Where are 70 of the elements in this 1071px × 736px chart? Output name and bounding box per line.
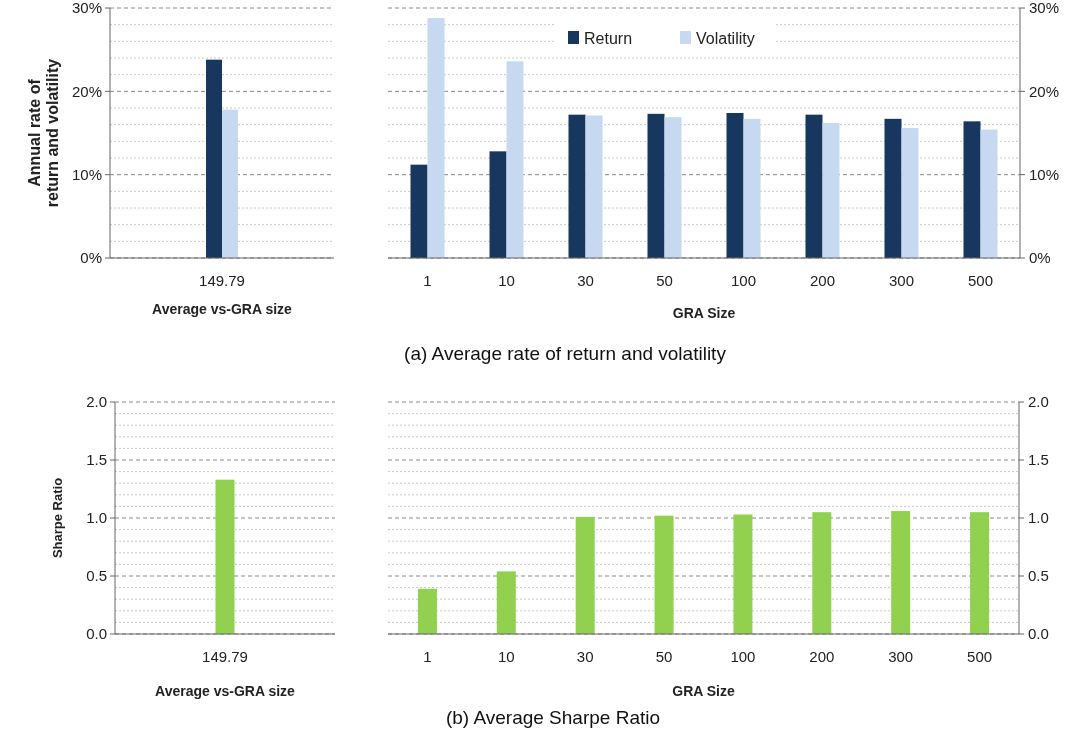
bar xyxy=(822,123,840,258)
bar xyxy=(410,164,428,258)
y-axis-title: Annual rate of return and volatility xyxy=(26,58,61,208)
x-tick-label: 500 xyxy=(967,648,993,665)
bar xyxy=(726,113,744,258)
x-tick-label: 500 xyxy=(967,272,994,289)
x-tick-label: 50 xyxy=(655,648,673,665)
y2-tick-label: 0.5 xyxy=(1028,567,1049,585)
x-tick-label: 200 xyxy=(809,272,836,289)
y-tick-label: 10% xyxy=(71,165,102,183)
bar xyxy=(496,571,516,634)
bar xyxy=(901,128,919,258)
y-tick-label: 0.5 xyxy=(86,567,107,585)
bar xyxy=(664,117,682,258)
x-axis-title: Average vs-GRA size xyxy=(155,683,296,699)
x-tick-label: 149.79 xyxy=(202,648,248,665)
x-axis-title: GRA Size xyxy=(672,305,736,321)
x-tick-label: 300 xyxy=(888,648,914,665)
y-tick-label: 0% xyxy=(80,249,102,267)
bar xyxy=(585,115,603,258)
x-tick-label: 1 xyxy=(423,648,432,665)
y-axis-title: Sharpe Ratio xyxy=(50,477,65,559)
y2-tick-label: 10% xyxy=(1029,165,1060,183)
x-tick-label: 50 xyxy=(656,272,673,289)
y2-tick-label: 0% xyxy=(1029,249,1051,267)
bar xyxy=(891,511,911,634)
y-tick-label: 1.0 xyxy=(86,509,107,527)
bar xyxy=(980,129,998,258)
x-axis-title: GRA Size xyxy=(672,683,735,699)
bar xyxy=(743,118,761,258)
x-axis-title: Average vs-GRA size xyxy=(152,301,293,317)
y-tick-label: 1.5 xyxy=(86,451,107,469)
bar xyxy=(654,515,674,634)
y2-tick-label: 20% xyxy=(1029,82,1060,100)
y2-tick-label: 0.0 xyxy=(1028,625,1049,643)
y2-tick-label: 30% xyxy=(1029,0,1060,17)
x-tick-label: 30 xyxy=(576,648,594,665)
y2-tick-label: 2.0 xyxy=(1028,393,1049,411)
bar xyxy=(427,18,445,258)
bar xyxy=(568,114,586,258)
y-tick-label: 2.0 xyxy=(86,393,107,411)
bar xyxy=(884,118,902,258)
bar xyxy=(647,113,665,258)
bar xyxy=(506,61,524,258)
bar xyxy=(733,514,753,634)
legend-label: Volatility xyxy=(696,29,755,47)
legend-label: Return xyxy=(584,29,633,47)
x-tick-label: 10 xyxy=(498,272,515,289)
x-tick-label: 100 xyxy=(730,272,757,289)
bar xyxy=(417,588,437,634)
bar xyxy=(812,512,832,634)
bar xyxy=(805,114,823,258)
x-tick-label: 200 xyxy=(809,648,835,665)
y-tick-label: 20% xyxy=(71,82,102,100)
bar xyxy=(575,516,595,634)
y-tick-label: 30% xyxy=(71,0,102,17)
x-tick-label: 300 xyxy=(888,272,915,289)
y2-tick-label: 1.5 xyxy=(1028,451,1049,469)
text: (b) Average Sharpe Ratio xyxy=(445,707,661,728)
text: (a) Average rate of return and volatility xyxy=(404,343,727,364)
bar xyxy=(970,512,990,634)
x-tick-label: 10 xyxy=(497,648,515,665)
bar xyxy=(963,121,981,258)
x-tick-label: 1 xyxy=(423,272,432,289)
x-tick-label: 100 xyxy=(730,648,756,665)
bar xyxy=(489,151,507,258)
x-tick-label: 149.79 xyxy=(199,272,245,289)
y-tick-label: 0.0 xyxy=(86,625,107,643)
x-tick-label: 30 xyxy=(577,272,594,289)
y2-tick-label: 1.0 xyxy=(1028,509,1049,527)
